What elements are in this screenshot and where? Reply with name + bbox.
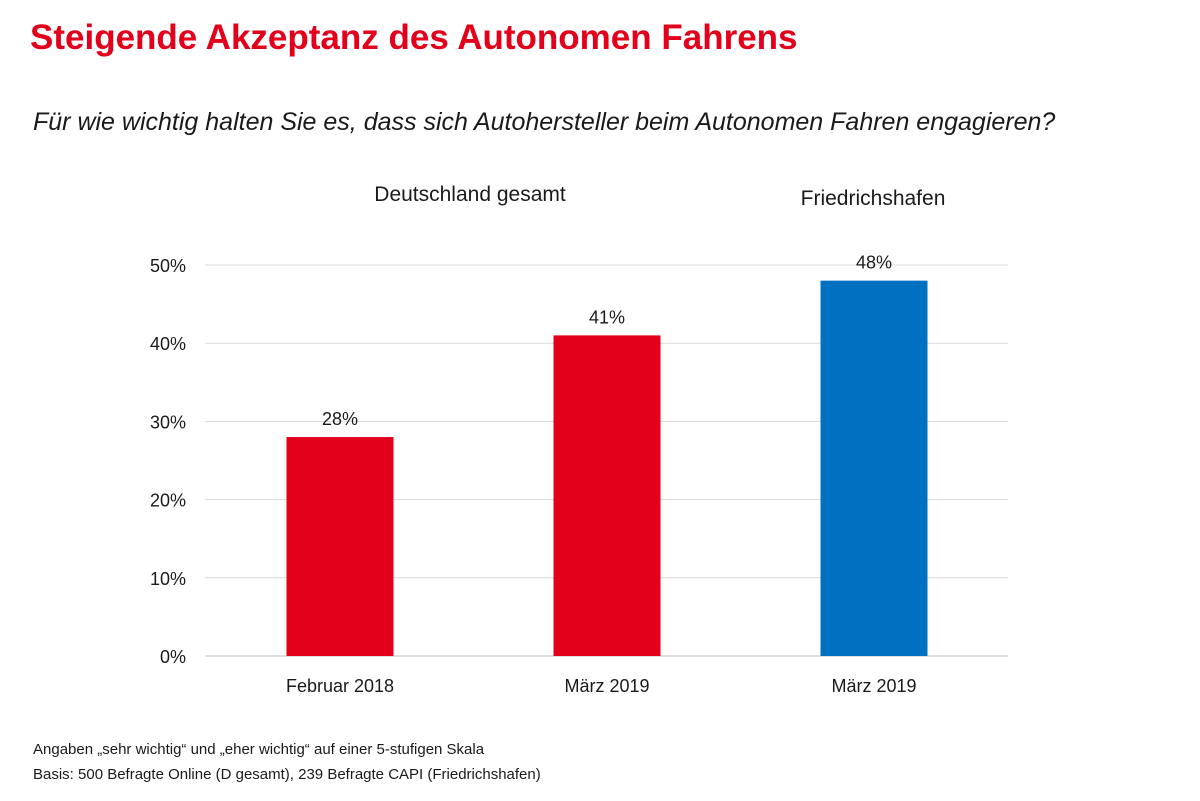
bar [820,280,928,656]
y-tick-label: 20% [150,491,186,511]
footnote-scale: Angaben „sehr wichtig“ und „eher wichtig… [33,741,485,758]
footnote-basis: Basis: 500 Befragte Online (D gesamt), 2… [33,766,541,783]
x-tick-label: Februar 2018 [286,676,394,696]
bar [286,437,394,656]
group-label-deutschland: Deutschland gesamt [374,183,566,206]
chart-subtitle: Für wie wichtig halten Sie es, dass sich… [33,108,1056,136]
data-label: 28% [322,409,358,429]
x-tick-label: März 2019 [564,676,649,696]
data-label: 48% [856,253,892,273]
chart-title: Steigende Akzeptanz des Autonomen Fahren… [30,18,798,57]
bar [553,335,661,656]
y-tick-label: 50% [150,256,186,276]
data-label: 41% [589,307,625,327]
group-label-friedrichshafen: Friedrichshafen [800,187,946,210]
y-tick-label: 0% [160,647,186,667]
y-tick-label: 10% [150,569,186,589]
y-tick-label: 40% [150,334,186,354]
x-tick-label: März 2019 [831,676,916,696]
y-tick-label: 30% [150,412,186,432]
